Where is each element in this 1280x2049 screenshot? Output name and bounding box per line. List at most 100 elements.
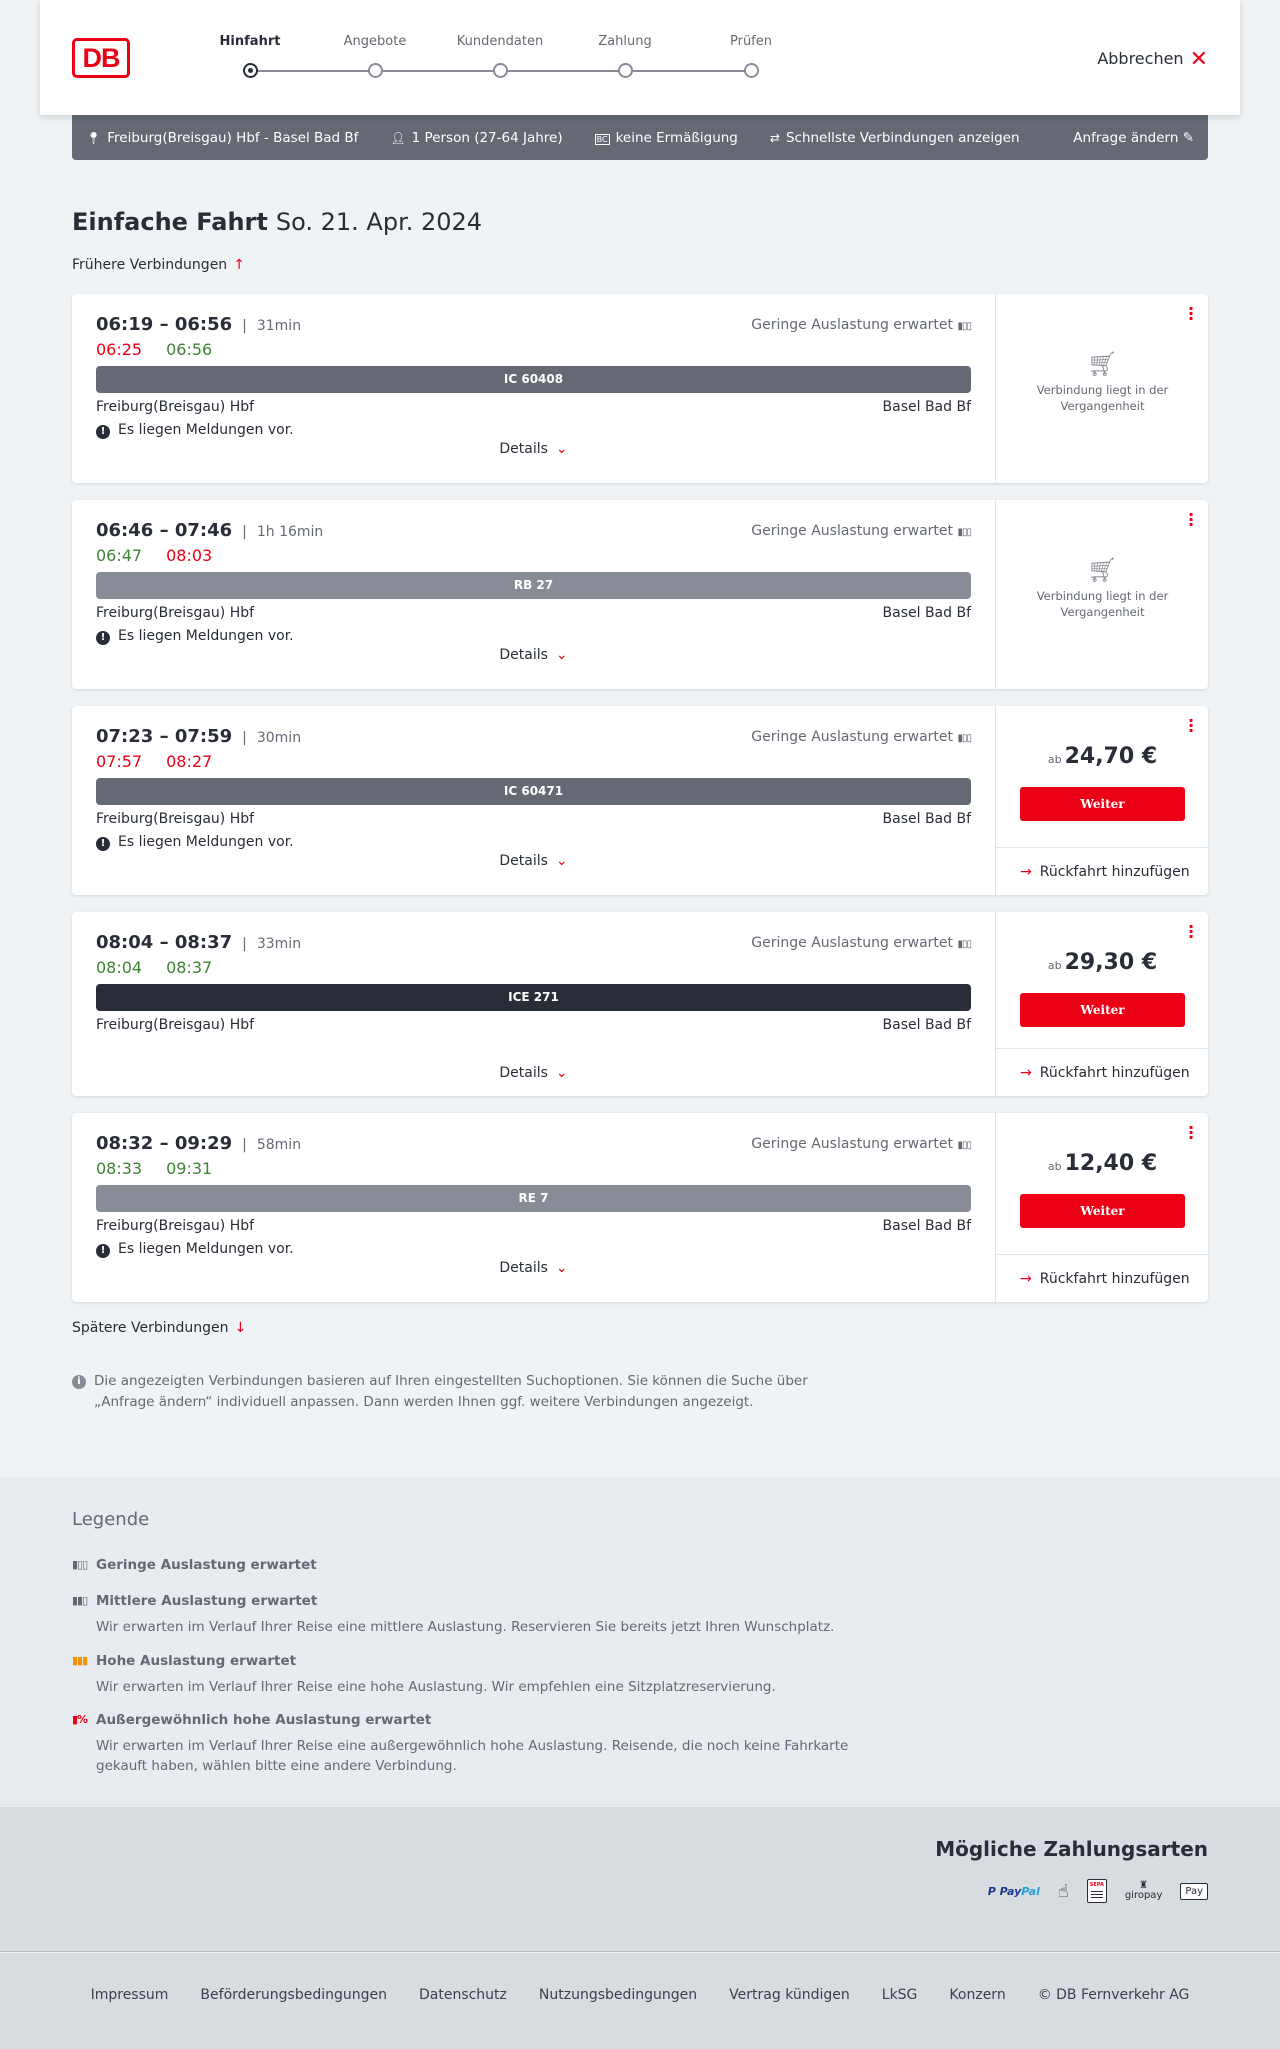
price-value: 12,40 € xyxy=(1064,1151,1158,1176)
db-logo[interactable]: DB xyxy=(72,38,130,78)
bahncard-icon: BC xyxy=(594,133,610,145)
footer-link-vertrag-kuendigen[interactable]: Vertrag kündigen xyxy=(729,1987,850,2003)
payment-methods: P PayPal ☝︎ SEPA ♜ giropay Pay xyxy=(988,1879,1208,1903)
occupancy-low-icon: ▮▯▯ xyxy=(957,939,971,950)
discount-info: BC keine Ermäßigung xyxy=(594,129,738,146)
location-pin-icon: 📍︎ xyxy=(86,130,102,145)
payment-section: Mögliche Zahlungsarten P PayPal ☝︎ SEPA … xyxy=(0,1807,1280,1952)
info-icon: i xyxy=(72,1375,86,1389)
chevron-down-icon: ⌄ xyxy=(555,441,568,457)
duration: 30min xyxy=(256,730,302,746)
price-value: 29,30 € xyxy=(1064,950,1158,975)
legend-item-high: ▮▮▮ Hohe Auslastung erwartet Wir erwarten … xyxy=(72,1653,872,1697)
train-bar[interactable]: IC 60408 xyxy=(96,366,971,393)
connection-card: 06:46 – 07:46 | 1h 16min Geringe Auslastun… xyxy=(72,500,1208,689)
step-kundendaten: Kundendaten xyxy=(440,34,560,78)
search-summary-bar: 📍︎ Freiburg(Breisgau) Hbf - Basel Bad Bf … xyxy=(72,115,1208,160)
cart-unavailable-icon: 🛒︎ xyxy=(1087,350,1118,378)
apple-pay-icon: Pay xyxy=(1180,1882,1208,1900)
details-toggle[interactable]: Details ⌄ xyxy=(96,647,971,663)
more-options-icon[interactable]: · · · xyxy=(1188,917,1195,946)
footer-link-befoerderungsbedingungen[interactable]: Beförderungsbedingungen xyxy=(200,1987,387,2003)
connection-offer: · · · ab 29,30 € Weiter → Rückfahrt hinzufüg… xyxy=(995,912,1209,1096)
later-connections-link[interactable]: Spätere Verbindungen ↓ xyxy=(72,1320,246,1336)
realtime-departure: 08:33 xyxy=(96,1159,143,1178)
duration: 31min xyxy=(256,318,302,334)
more-options-icon[interactable]: · · · xyxy=(1188,505,1195,534)
add-return-button[interactable]: → Rückfahrt hinzufügen xyxy=(996,1048,1209,1096)
price: ab 12,40 € xyxy=(996,1151,1209,1176)
arrow-right-icon: → xyxy=(1020,864,1032,880)
duration: 33min xyxy=(256,936,302,952)
legend-item-title: Außergewöhnlich hohe Auslastung erwartet xyxy=(96,1712,432,1728)
message-text: Es liegen Meldungen vor. xyxy=(118,834,294,850)
arrow-up-icon: ↑ xyxy=(233,257,245,273)
step-dot xyxy=(368,63,383,78)
alert-icon: ! xyxy=(96,631,110,645)
messages-notice: ! Es liegen Meldungen vor. xyxy=(96,834,294,851)
step-dot xyxy=(243,63,258,78)
continue-button[interactable]: Weiter xyxy=(1020,993,1185,1027)
occupancy-info: Geringe Auslastung erwartet ▮▯▯ xyxy=(751,523,972,539)
occupancy-exceptional-icon: ▮% xyxy=(72,1713,88,1726)
continue-button[interactable]: Weiter xyxy=(1020,1194,1185,1228)
scheduled-times: 06:19 – 06:56 | 31min xyxy=(96,314,302,335)
add-return-button[interactable]: → Rückfahrt hinzufügen xyxy=(996,847,1209,895)
past-connection-notice: 🛒︎ Verbindung liegt in der Vergangenheit xyxy=(996,350,1209,414)
train-bar[interactable]: RE 7 xyxy=(96,1185,971,1212)
continue-button[interactable]: Weiter xyxy=(1020,787,1185,821)
cancel-label: Abbrechen xyxy=(1097,49,1184,68)
train-bar[interactable]: RB 27 xyxy=(96,572,971,599)
details-toggle[interactable]: Details ⌄ xyxy=(96,853,971,869)
close-icon: ✕ xyxy=(1189,47,1208,72)
realtime-departure: 06:47 xyxy=(96,546,143,565)
chevron-down-icon: ⌄ xyxy=(555,1260,568,1276)
separator: | xyxy=(242,318,247,334)
details-label: Details xyxy=(499,647,548,663)
realtime-arrival: 06:56 xyxy=(166,340,213,359)
occupancy-medium-icon: ▮▮▯ xyxy=(72,1594,88,1607)
realtime-times: 07:57 08:27 xyxy=(96,752,236,771)
step-label: Zahlung xyxy=(598,34,652,49)
chevron-down-icon: ⌄ xyxy=(555,1065,568,1081)
more-options-icon[interactable]: · · · xyxy=(1188,1118,1195,1147)
payment-title: Mögliche Zahlungsarten xyxy=(935,1837,1208,1861)
footer-link-impressum[interactable]: Impressum xyxy=(90,1987,169,2003)
footer-link-nutzungsbedingungen[interactable]: Nutzungsbedingungen xyxy=(538,1987,698,2003)
cancel-button[interactable]: Abbrechen ✕ xyxy=(1097,47,1208,72)
route-text: Freiburg(Breisgau) Hbf - Basel Bad Bf xyxy=(107,129,359,146)
duration: 1h 16min xyxy=(256,524,324,540)
occupancy-high-icon: ▮▮▮ xyxy=(72,1654,88,1667)
edit-request-button[interactable]: Anfrage ändern ✎ xyxy=(1073,130,1194,146)
discount-text: keine Ermäßigung xyxy=(615,129,738,146)
giropay-icon: ♜ giropay xyxy=(1124,1880,1163,1901)
occupancy-low-icon: ▮▯▯ xyxy=(957,1140,971,1151)
swap-icon: ⇄ xyxy=(769,130,780,145)
realtime-arrival: 08:03 xyxy=(166,546,213,565)
option-text: Schnellste Verbindungen anzeigen xyxy=(785,129,1020,146)
occupancy-low-icon: ▮▯▯ xyxy=(957,733,971,744)
separator: | xyxy=(242,1137,247,1153)
realtime-times: 08:04 08:37 xyxy=(96,958,236,977)
occupancy-text: Geringe Auslastung erwartet xyxy=(751,317,954,333)
more-options-icon[interactable]: · · · xyxy=(1188,299,1195,328)
train-bar[interactable]: IC 60471 xyxy=(96,778,971,805)
details-toggle[interactable]: Details ⌄ xyxy=(96,1065,971,1081)
chevron-down-icon: ⌄ xyxy=(555,647,568,663)
details-toggle[interactable]: Details ⌄ xyxy=(96,441,971,457)
occupancy-text: Geringe Auslastung erwartet xyxy=(751,523,954,539)
departure-time: 08:32 xyxy=(96,1133,154,1154)
add-return-button[interactable]: → Rückfahrt hinzufügen xyxy=(996,1254,1209,1302)
footer: Impressum Beförderungsbedingungen Datens… xyxy=(0,1953,1280,2049)
separator: | xyxy=(242,730,247,746)
footer-link-konzern[interactable]: Konzern xyxy=(949,1987,1006,2003)
arrow-right-icon: → xyxy=(1020,1271,1032,1287)
info-note: i Die angezeigten Verbindungen basieren a… xyxy=(72,1371,852,1413)
legend-item-text: Wir erwarten im Verlauf Ihrer Reise eine… xyxy=(96,1619,835,1635)
more-options-icon[interactable]: · · · xyxy=(1188,711,1195,740)
earlier-connections-link[interactable]: Frühere Verbindungen ↑ xyxy=(72,257,245,273)
details-toggle[interactable]: Details ⌄ xyxy=(96,1260,971,1276)
train-bar[interactable]: ICE 271 xyxy=(96,984,971,1011)
footer-link-datenschutz[interactable]: Datenschutz xyxy=(418,1987,507,2003)
footer-link-lksg[interactable]: LkSG xyxy=(881,1987,918,2003)
